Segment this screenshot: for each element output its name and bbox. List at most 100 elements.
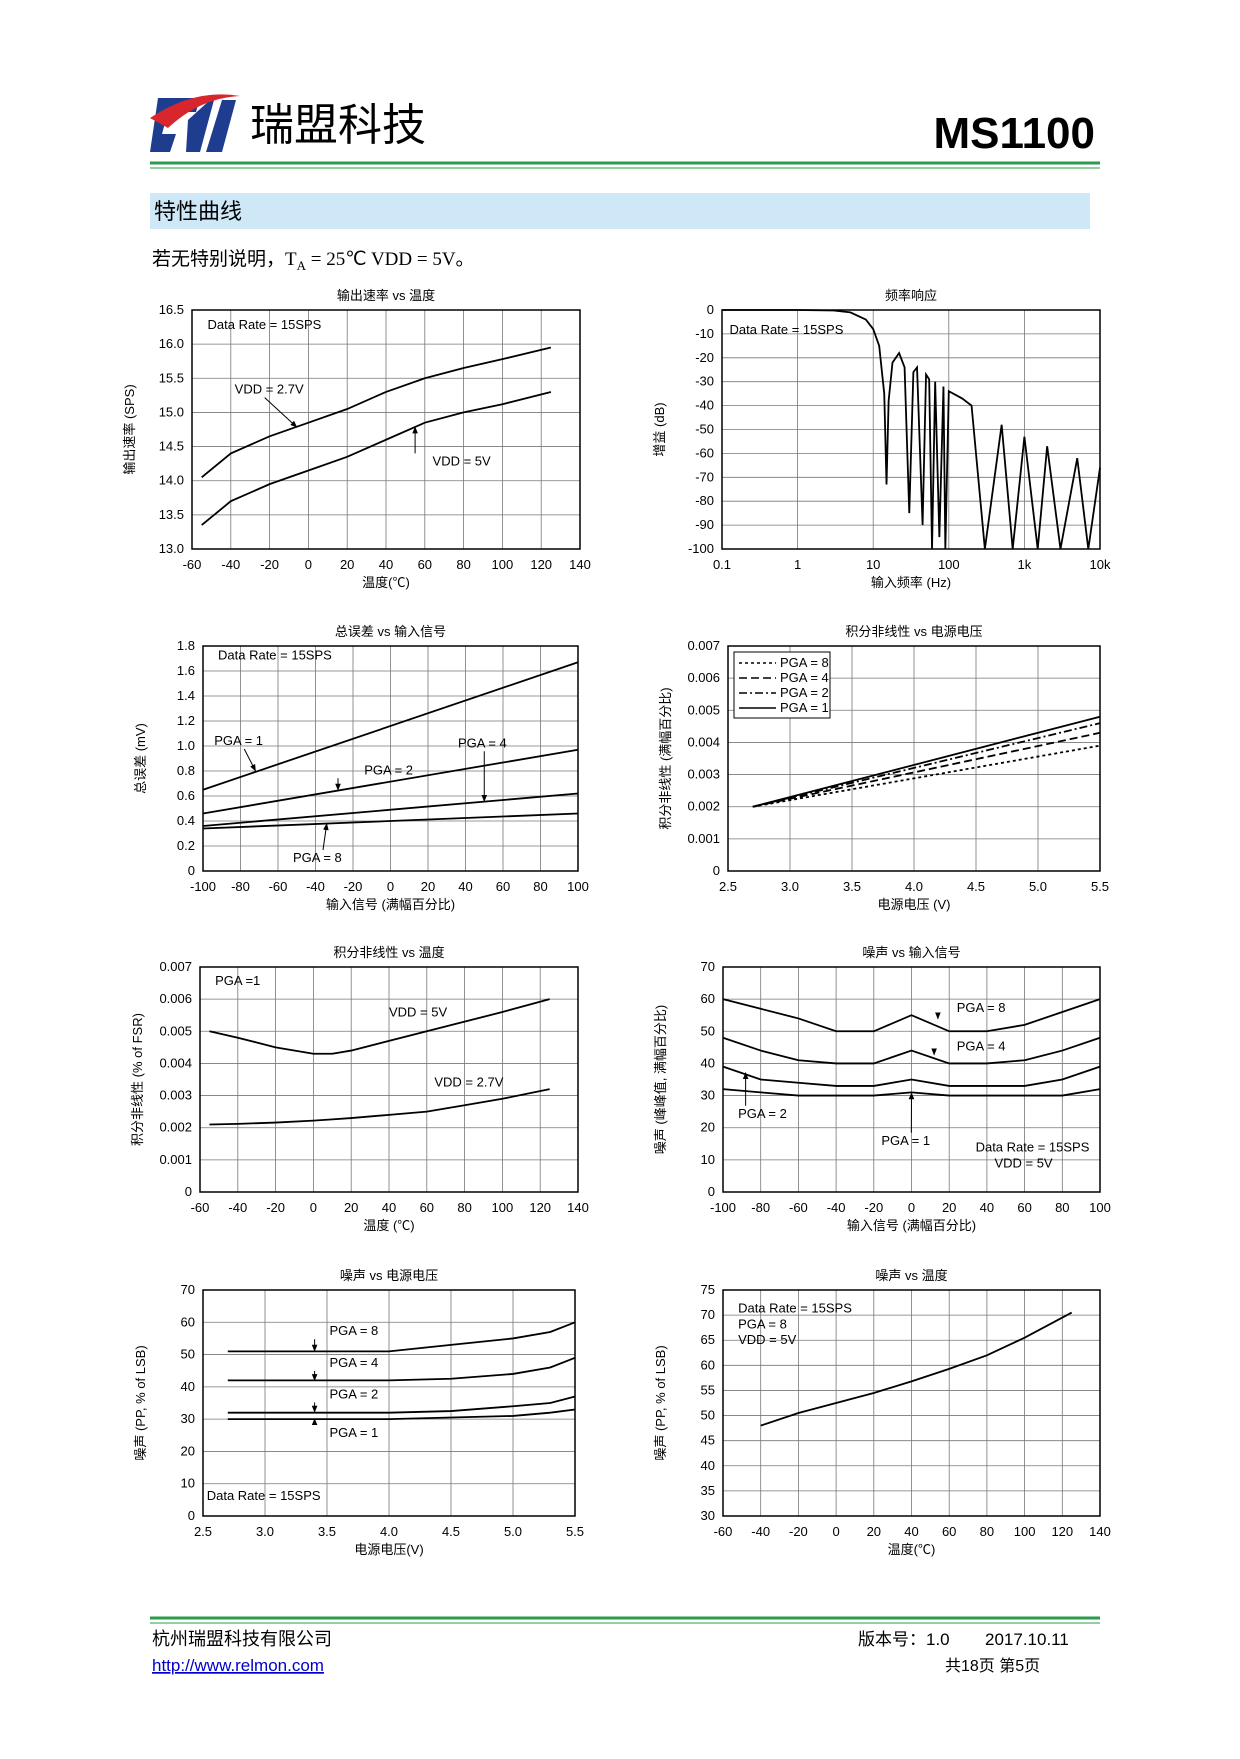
- series-label: PGA = 8: [329, 1323, 378, 1338]
- x-tick-label: 120: [530, 557, 552, 572]
- x-tick-label: -80: [751, 1200, 770, 1215]
- y-axis-label: 噪声 (PP, % of LSB): [133, 1345, 148, 1460]
- y-tick-label: 0.005: [687, 702, 720, 717]
- x-tick-label: 80: [980, 1524, 994, 1539]
- x-tick-label: -40: [827, 1200, 846, 1215]
- y-tick-label: 20: [181, 1443, 195, 1458]
- x-tick-label: 0: [305, 557, 312, 572]
- x-axis-label: 温度(℃): [362, 575, 410, 590]
- series-label: PGA = 8: [293, 850, 342, 865]
- y-tick-label: -50: [695, 422, 714, 437]
- x-tick-label: 120: [529, 1200, 551, 1215]
- x-tick-label: 3.0: [256, 1524, 274, 1539]
- y-tick-label: 0.007: [687, 638, 720, 653]
- y-tick-label: -90: [695, 517, 714, 532]
- y-tick-label: 1.6: [177, 663, 195, 678]
- x-tick-label: 20: [867, 1524, 881, 1539]
- data-line: [228, 1322, 575, 1351]
- legend-label: PGA = 8: [780, 655, 829, 670]
- x-tick-label: 60: [1017, 1200, 1031, 1215]
- y-tick-label: 0.004: [159, 1055, 192, 1070]
- note: 若无特别说明，TA = 25℃ VDD = 5V。: [152, 248, 475, 273]
- x-tick-label: -40: [221, 557, 240, 572]
- y-tick-label: -30: [695, 374, 714, 389]
- chart-title: 噪声 vs 温度: [875, 1268, 947, 1283]
- y-axis-label: 增益 (dB): [652, 402, 667, 456]
- y-tick-label: 0: [185, 1184, 192, 1199]
- x-tick-label: 80: [1055, 1200, 1069, 1215]
- x-tick-label: 40: [980, 1200, 994, 1215]
- annotation: VDD = 5V: [738, 1332, 796, 1347]
- y-tick-label: 70: [701, 959, 715, 974]
- y-tick-label: 10: [701, 1152, 715, 1167]
- x-tick-label: 80: [457, 1200, 471, 1215]
- x-tick-label: 1: [794, 557, 801, 572]
- y-tick-label: 0.002: [159, 1120, 192, 1135]
- x-axis-label: 电源电压(V): [354, 1542, 423, 1557]
- x-tick-label: 80: [533, 879, 547, 894]
- legend-label: PGA = 1: [780, 700, 829, 715]
- legend-label: PGA = 2: [780, 685, 829, 700]
- x-axis-label: 输入信号 (满幅百分比): [326, 897, 455, 912]
- y-tick-label: 10: [181, 1476, 195, 1491]
- x-tick-label: -60: [183, 557, 202, 572]
- x-tick-label: 140: [569, 557, 591, 572]
- y-tick-label: 35: [701, 1483, 715, 1498]
- y-tick-label: 50: [181, 1347, 195, 1362]
- y-axis-label: 输出速率 (SPS): [122, 384, 137, 474]
- x-tick-label: 4.5: [442, 1524, 460, 1539]
- annotation: Data Rate = 15SPS: [730, 322, 844, 337]
- x-tick-label: 0: [310, 1200, 317, 1215]
- x-axis-label: 输入信号 (满幅百分比): [847, 1218, 976, 1233]
- series-label: VDD = 2.7V: [434, 1074, 503, 1089]
- y-tick-label: 0.005: [159, 1023, 192, 1038]
- x-tick-label: 100: [1014, 1524, 1036, 1539]
- y-tick-label: 14.5: [159, 439, 184, 454]
- x-tick-label: 40: [904, 1524, 918, 1539]
- x-tick-label: 100: [1089, 1200, 1111, 1215]
- x-axis-label: 温度(℃): [888, 1542, 936, 1557]
- y-tick-label: 60: [701, 991, 715, 1006]
- footer-url[interactable]: http://www.relmon.com: [152, 1656, 324, 1675]
- y-tick-label: 0.6: [177, 788, 195, 803]
- annotation: Data Rate = 15SPS: [738, 1301, 852, 1316]
- y-tick-label: 1.8: [177, 638, 195, 653]
- x-tick-label: 60: [496, 879, 510, 894]
- x-tick-label: 5.5: [566, 1524, 584, 1539]
- y-tick-label: 0: [188, 863, 195, 878]
- x-tick-label: 140: [1089, 1524, 1111, 1539]
- y-tick-label: 13.5: [159, 507, 184, 522]
- section-title: 特性曲线: [154, 199, 242, 224]
- y-tick-label: 16.0: [159, 336, 184, 351]
- y-tick-label: 0: [708, 1184, 715, 1199]
- x-tick-label: 5.0: [1029, 879, 1047, 894]
- y-axis-label: 积分非线性 (% of FSR): [130, 1013, 145, 1146]
- y-axis-label: 总误差 (mV): [133, 723, 148, 794]
- x-tick-label: -80: [231, 879, 250, 894]
- series-label: PGA = 1: [329, 1425, 378, 1440]
- x-tick-label: 3.5: [843, 879, 861, 894]
- x-tick-label: 100: [492, 1200, 514, 1215]
- x-tick-label: 0: [387, 879, 394, 894]
- y-tick-label: 16.5: [159, 302, 184, 317]
- y-tick-label: 14.0: [159, 473, 184, 488]
- chart-title: 噪声 vs 输入信号: [862, 945, 960, 960]
- annotation: VDD = 5V: [994, 1155, 1052, 1170]
- y-tick-label: -100: [688, 541, 714, 556]
- x-tick-label: -20: [789, 1524, 808, 1539]
- series-label: PGA = 1: [214, 733, 263, 748]
- x-tick-label: 1k: [1018, 557, 1032, 572]
- x-tick-label: -60: [714, 1524, 733, 1539]
- data-line: [753, 723, 1100, 807]
- legend-label: PGA = 4: [780, 670, 829, 685]
- y-tick-label: 20: [701, 1120, 715, 1135]
- x-tick-label: 140: [567, 1200, 589, 1215]
- series-label: PGA = 2: [329, 1386, 378, 1401]
- annotation: Data Rate = 15SPS: [218, 648, 332, 663]
- y-tick-label: 55: [701, 1382, 715, 1397]
- y-tick-label: 0.001: [159, 1152, 192, 1167]
- y-tick-label: 30: [701, 1508, 715, 1523]
- series-label: PGA = 4: [458, 735, 507, 750]
